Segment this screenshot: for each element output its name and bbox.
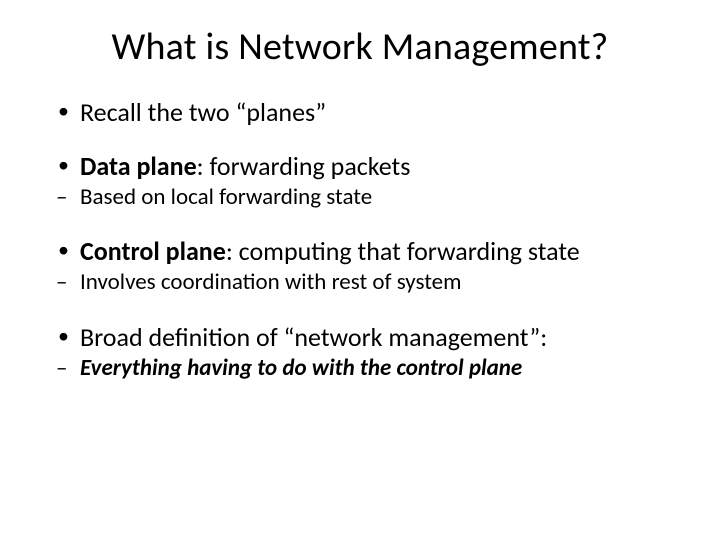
sub-text: Based on local forwarding state xyxy=(80,183,372,211)
sub-group: Involves coordination with rest of syste… xyxy=(50,269,670,297)
bullet-bold-prefix: Data plane xyxy=(80,150,197,182)
bullet-rest: : forwarding packets xyxy=(197,150,411,182)
sub-item: Involves coordination with rest of syste… xyxy=(50,269,670,297)
sub-list: Involves coordination with rest of syste… xyxy=(50,269,670,297)
sub-list: Everything having to do with the control… xyxy=(50,355,670,383)
bullet-item: Data plane: forwarding packets xyxy=(50,152,670,182)
sub-text: Involves coordination with rest of syste… xyxy=(80,268,462,296)
sub-item: Everything having to do with the control… xyxy=(50,355,670,383)
sub-list: Based on local forwarding state xyxy=(50,184,670,212)
sub-text: Everything having to do with the control… xyxy=(80,354,522,382)
bullet-bold-prefix: Control plane xyxy=(80,235,226,267)
bullet-item: Recall the two “planes” xyxy=(50,98,670,128)
slide-title: What is Network Management? xyxy=(50,24,670,70)
sub-item: Based on local forwarding state xyxy=(50,184,670,212)
bullet-rest: Broad definition of “network management”… xyxy=(80,321,547,353)
sub-group: Everything having to do with the control… xyxy=(50,355,670,383)
bullet-item: Control plane: computing that forwarding… xyxy=(50,237,670,267)
sub-group: Based on local forwarding state xyxy=(50,184,670,212)
bullet-list: Recall the two “planes” Data plane: forw… xyxy=(50,98,670,382)
bullet-text: Recall the two “planes” xyxy=(80,96,326,128)
bullet-item: Broad definition of “network management”… xyxy=(50,323,670,353)
bullet-rest: : computing that forwarding state xyxy=(226,235,580,267)
